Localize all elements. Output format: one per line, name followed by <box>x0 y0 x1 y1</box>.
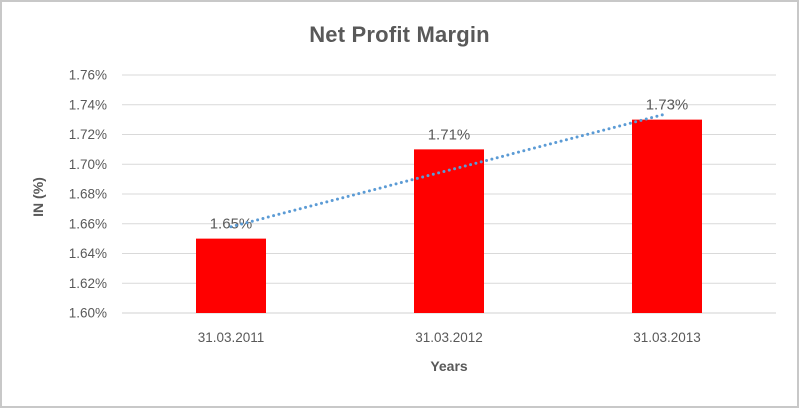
x-axis-title: Years <box>430 358 468 374</box>
y-tick-label: 1.62% <box>69 276 107 291</box>
x-tick-label: 31.03.2011 <box>198 330 265 345</box>
y-tick-label: 1.64% <box>69 246 107 261</box>
y-tick-label: 1.66% <box>69 216 107 231</box>
chart-title: Net Profit Margin <box>309 22 490 47</box>
data-label: 1.65% <box>210 216 253 233</box>
y-tick-label: 1.70% <box>69 157 107 172</box>
y-tick-label: 1.76% <box>69 68 107 83</box>
bar <box>414 149 484 313</box>
trendline <box>229 112 669 229</box>
y-tick-label: 1.72% <box>69 127 107 142</box>
bar <box>632 119 702 313</box>
data-label: 1.71% <box>428 126 471 143</box>
data-label: 1.73% <box>646 97 689 114</box>
y-tick-label: 1.74% <box>69 97 107 112</box>
y-tick-label: 1.68% <box>69 187 107 202</box>
y-tick-label: 1.60% <box>69 306 107 321</box>
x-tick-label: 31.03.2013 <box>633 330 701 345</box>
bar <box>196 238 266 313</box>
x-tick-label: 31.03.2012 <box>415 330 483 345</box>
